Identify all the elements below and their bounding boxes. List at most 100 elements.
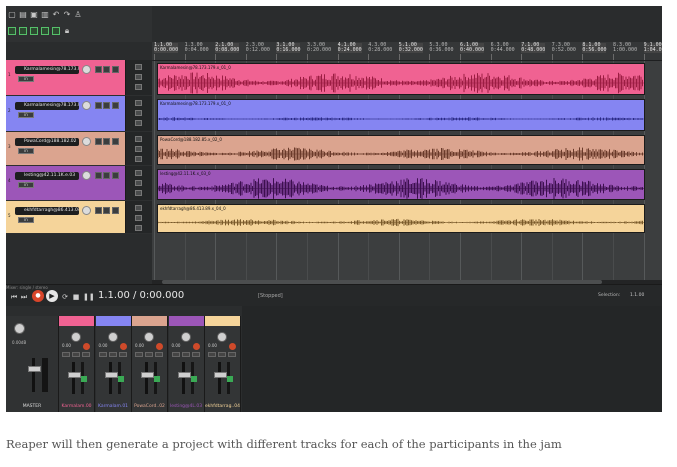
strip-solo-button[interactable] <box>72 352 80 357</box>
strip-mute-button[interactable] <box>62 352 70 357</box>
track-lane-2[interactable]: Karmalamesin@78.173.179.x_01_0 <box>152 97 662 133</box>
group-toggle-icon[interactable] <box>41 27 49 35</box>
strip-input-monitor-icon[interactable] <box>81 376 87 382</box>
strip-mute-button[interactable] <box>208 352 216 357</box>
mute-button[interactable] <box>95 207 102 214</box>
track-lane-1[interactable]: Karmalamesin@78.173.179.x_01_0 <box>152 61 662 97</box>
strip-solo-button[interactable] <box>181 352 190 357</box>
strip-pan-knob[interactable] <box>71 332 81 342</box>
track-io-button[interactable] <box>135 170 142 176</box>
media-item[interactable]: ekhfdtarragh@86.413.89.x_04_0 <box>157 204 645 233</box>
volume-knob[interactable] <box>82 137 91 146</box>
solo-button[interactable] <box>103 207 110 214</box>
timeline-ruler[interactable]: 1.1.00 0:00.000 1.3.00 0:04.000 2.1.00 0:0… <box>152 42 662 61</box>
track-header-3[interactable]: PowaCord@188.182.02 in 3 <box>6 132 125 165</box>
redo-icon[interactable]: ↷ <box>63 10 71 19</box>
strip-record-arm-icon[interactable] <box>156 343 163 350</box>
strip-name[interactable]: ekhfdtarrag..04 <box>205 404 240 409</box>
strip-name[interactable]: Karmalam.01 <box>97 404 129 409</box>
time-position[interactable]: 1.1.00 / 0:00.000 <box>98 290 185 301</box>
strip-input-monitor-icon[interactable] <box>117 376 124 382</box>
envelope-toggle-icon[interactable] <box>52 27 60 35</box>
track-io-button[interactable] <box>135 136 142 142</box>
metronome-icon[interactable]: ♙ <box>74 10 82 19</box>
new-project-icon[interactable]: ▢ <box>8 10 16 19</box>
track-io-button[interactable] <box>135 205 142 211</box>
save-project-icon[interactable]: ▣ <box>30 10 38 19</box>
fx-button[interactable] <box>112 102 119 109</box>
undo-icon[interactable]: ↶ <box>52 10 60 19</box>
input-selector[interactable]: in <box>18 76 34 82</box>
track-io-button[interactable] <box>135 110 142 116</box>
open-project-icon[interactable]: ▤ <box>19 10 27 19</box>
track-io-button[interactable] <box>135 74 142 80</box>
master-fader[interactable] <box>28 366 41 372</box>
fx-button[interactable] <box>112 172 119 179</box>
strip-color-header[interactable] <box>95 316 131 326</box>
strip-solo-button[interactable] <box>145 352 153 357</box>
strip-name[interactable]: lesting@4L.03 <box>169 404 203 409</box>
strip-record-arm-icon[interactable] <box>83 343 90 350</box>
fx-button[interactable] <box>112 138 119 145</box>
strip-mute-button[interactable] <box>171 352 180 357</box>
volume-knob[interactable] <box>82 206 91 215</box>
strip-input-monitor-icon[interactable] <box>154 376 160 382</box>
strip-phase-button[interactable] <box>191 352 200 357</box>
strip-mute-button[interactable] <box>98 352 107 357</box>
fx-button[interactable] <box>112 207 119 214</box>
strip-input-monitor-icon[interactable] <box>227 376 233 382</box>
track-lane-5[interactable]: ekhfdtarragh@86.413.89.x_04_0 <box>152 202 662 235</box>
strip-phase-button[interactable] <box>82 352 90 357</box>
strip-color-header[interactable] <box>59 316 94 326</box>
record-button[interactable]: ● <box>32 290 44 302</box>
track-header-2[interactable]: Karmalamesin@78.173.01 in 2 <box>6 96 125 131</box>
strip-fader[interactable] <box>177 372 191 378</box>
strip-phase-button[interactable] <box>228 352 236 357</box>
strip-color-header[interactable] <box>132 316 167 326</box>
strip-pan-knob[interactable] <box>107 332 118 342</box>
track-io-button[interactable] <box>135 215 142 221</box>
strip-solo-button[interactable] <box>108 352 117 357</box>
input-selector[interactable]: in <box>18 182 34 188</box>
play-button[interactable]: ▶ <box>46 290 58 302</box>
mute-button[interactable] <box>95 172 102 179</box>
input-selector[interactable]: in <box>18 217 34 223</box>
strip-mute-button[interactable] <box>135 352 143 357</box>
track-name-field[interactable]: Karmalamesin@78.173.01 <box>15 66 79 74</box>
stop-button[interactable]: ■ <box>72 293 80 301</box>
repeat-icon[interactable]: ⟳ <box>62 293 68 301</box>
grid-toggle-icon[interactable] <box>8 27 16 35</box>
arrange-view[interactable]: Karmalamesin@78.173.179.x_01_0 Karmalames… <box>152 61 662 284</box>
strip-pan-knob[interactable] <box>144 332 154 342</box>
media-item[interactable]: lesting@42.11.1K.x_03_0 <box>157 169 645 200</box>
media-item[interactable]: Karmalamesin@78.173.179.x_01_0 <box>157 99 645 131</box>
strip-pan-knob[interactable] <box>217 332 227 342</box>
strip-name[interactable]: PowaCord..02 <box>134 404 165 409</box>
mute-button[interactable] <box>95 138 102 145</box>
pause-button[interactable]: ❚❚ <box>83 293 95 301</box>
master-volume-knob[interactable] <box>14 323 25 334</box>
track-io-button[interactable] <box>135 180 142 186</box>
snap-toggle-icon[interactable] <box>19 27 27 35</box>
strip-color-header[interactable] <box>205 316 240 326</box>
track-io-button[interactable] <box>135 120 142 126</box>
strip-phase-button[interactable] <box>155 352 163 357</box>
strip-record-arm-icon[interactable] <box>119 343 127 350</box>
solo-button[interactable] <box>103 66 110 73</box>
strip-fader[interactable] <box>104 372 118 378</box>
strip-fader[interactable] <box>68 372 81 378</box>
strip-phase-button[interactable] <box>118 352 127 357</box>
selection-value[interactable]: 1.1.00 <box>630 293 645 298</box>
fx-button[interactable] <box>112 66 119 73</box>
track-name-field[interactable]: lesting@42.11.1K.e.03 <box>15 172 79 180</box>
track-io-button[interactable] <box>135 64 142 70</box>
go-to-start-icon[interactable]: ⏮ <box>10 293 18 301</box>
scrollbar-thumb[interactable] <box>162 280 602 284</box>
track-header-4[interactable]: lesting@42.11.1K.e.03 in 4 <box>6 166 125 200</box>
track-io-button[interactable] <box>135 225 142 231</box>
track-header-5[interactable]: ekhfdtarragh@86.413.04 in 5 <box>6 201 125 233</box>
strip-solo-button[interactable] <box>218 352 226 357</box>
media-item[interactable]: Karmalamesin@78.173.179.x_01_0 <box>157 63 645 95</box>
solo-button[interactable] <box>103 102 110 109</box>
project-settings-icon[interactable]: ▥ <box>41 10 49 19</box>
